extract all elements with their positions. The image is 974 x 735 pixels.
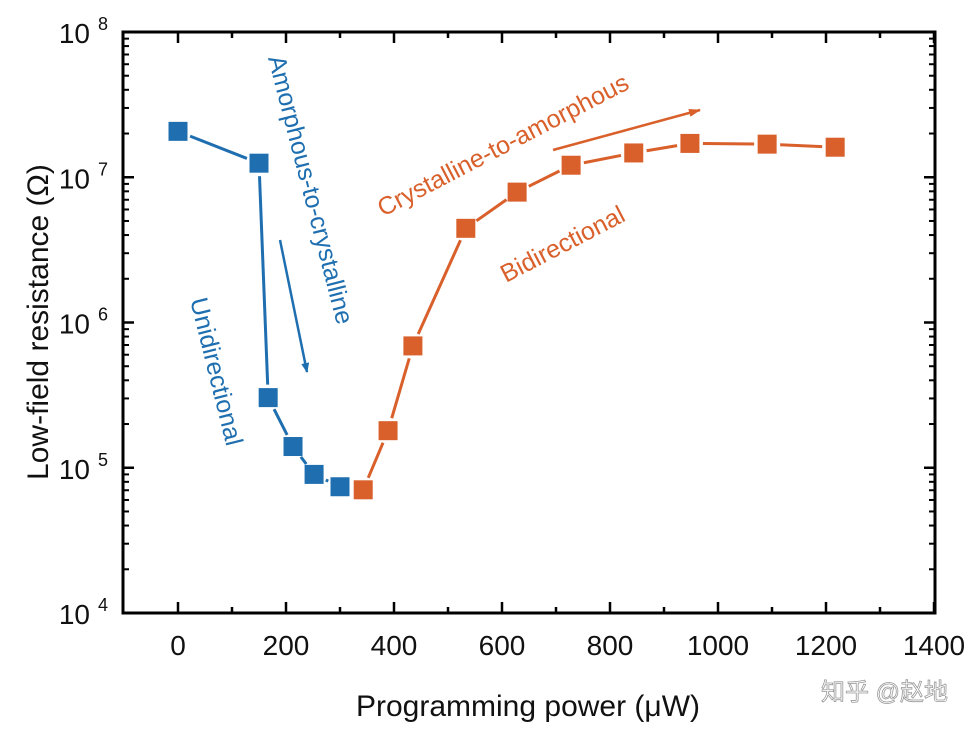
x-tick-label: 400 [371,630,418,661]
series-1-segment [584,155,621,162]
x-tick-label: 0 [170,630,186,661]
series-1-segment [418,240,460,334]
y-tick-base: 10 [59,599,90,630]
series-1-segment [392,358,410,418]
x-tick-label: 600 [479,630,526,661]
x-tick-label: 200 [263,630,310,661]
annotation-crystalline-to-amorphous: Crystalline-to-amorphous [373,69,634,223]
series-1-point [508,183,527,202]
blue-arrow [280,240,307,372]
x-tick-label: 800 [587,630,634,661]
series-0-point [284,437,303,456]
series-layer [169,122,845,499]
series-1-point [562,156,581,175]
x-tick-label: 1400 [903,630,965,661]
series-0-segment [274,409,287,435]
y-tick-exponent: 4 [98,595,108,615]
series-0-point [305,465,324,484]
y-axis-label: Low-field resistance (Ω) [22,164,55,480]
y-tick-base: 10 [59,454,90,485]
series-0-point [250,154,269,173]
y-tick-base: 10 [59,18,90,49]
series-0-point [169,122,188,141]
series-0-segment [260,176,268,384]
series-1-point [826,138,845,157]
y-tick-exponent: 5 [98,450,108,470]
x-axis-label: Programming power (μW) [356,690,700,723]
series-0-point [331,477,350,496]
x-tick-label: 1200 [795,630,857,661]
annotation-amorphous-to-crystalline: Amorphous-to-crystalline [262,52,358,327]
annotation-bidirectional: Bidirectional [496,201,630,289]
series-0-segment [301,457,306,464]
series-0-segment [190,136,247,158]
series-1-segment [368,443,383,478]
series-1-point [624,143,643,162]
series-1-point [403,336,422,355]
series-1-segment [780,145,822,147]
y-tick-label: 10 [59,454,90,485]
y-tick-exponent: 6 [98,305,108,325]
series-0-segment [326,480,328,481]
watermark: 知乎 @赵地 [821,679,948,706]
y-tick-base: 10 [59,309,90,340]
y-tick-label: 10 [59,18,90,49]
series-1-point [758,135,777,154]
series-1-point [379,421,398,440]
y-tick-label: 10 [59,309,90,340]
y-tick-base: 10 [59,163,90,194]
y-tick-label: 10 [59,599,90,630]
series-1-point [354,480,373,499]
x-tick-label: 1000 [687,630,749,661]
series-0-point [259,388,278,407]
y-tick-exponent: 8 [98,14,108,34]
series-1-segment [647,146,678,151]
series-1-point [456,219,475,238]
series-1-segment [476,200,506,221]
y-tick-exponent: 7 [98,159,108,179]
annotation-unidirectional: Unidirectional [184,295,248,449]
y-tick-label: 10 [59,163,90,194]
series-1-segment [529,171,560,186]
series-1-point [680,134,699,153]
